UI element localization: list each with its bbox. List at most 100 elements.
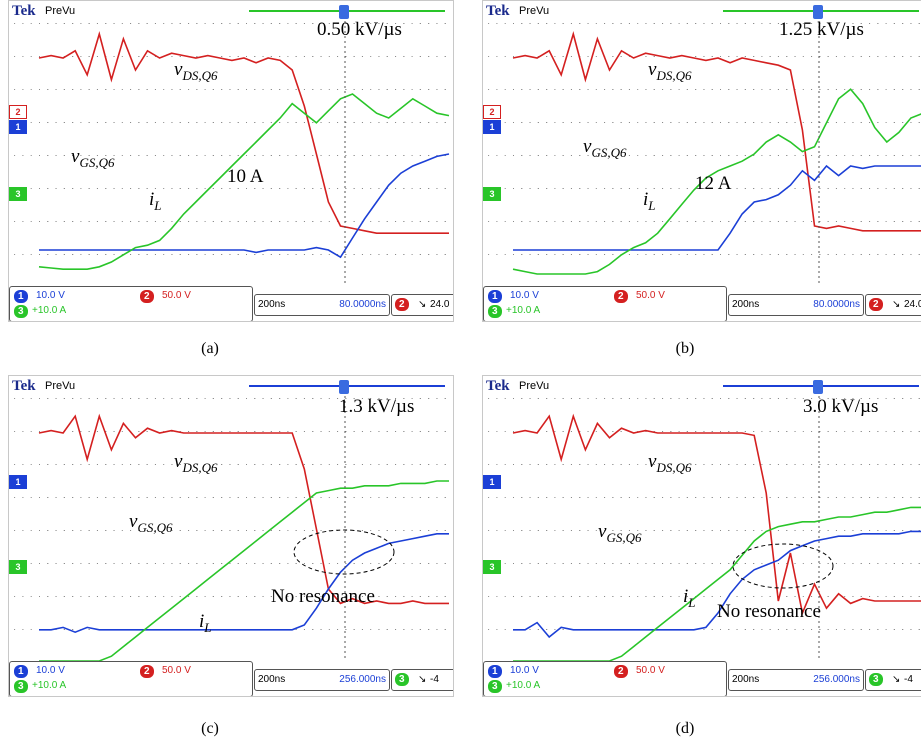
channel-settings-box[interactable]: 1 10.0 V 2 50.0 V 3 +10.0 A (9, 286, 253, 321)
grid-dot (587, 56, 589, 57)
trigger-slope-icon: ↘ (892, 674, 901, 685)
grid-dot (753, 89, 755, 90)
timebase-box[interactable]: 200ns 80.0000ns (728, 294, 864, 316)
channel-2-level-marker[interactable]: 2 (483, 105, 501, 119)
grid-dot (39, 464, 40, 465)
grid-dot (835, 563, 837, 564)
timebase-box[interactable]: 200ns 80.0000ns (254, 294, 390, 316)
grid-dot (246, 155, 247, 156)
grid-dot (221, 23, 223, 24)
channel-3-level-marker[interactable]: 3 (483, 187, 501, 201)
grid-dot (72, 629, 74, 630)
grid-dot (105, 89, 107, 90)
grid-dot (819, 464, 821, 465)
time-per-div: 200ns (732, 299, 760, 310)
grid-dot (80, 23, 82, 24)
timebase-box[interactable]: 200ns 256.000ns (728, 669, 864, 691)
grid-dot (877, 56, 879, 57)
grid-dot (794, 188, 796, 189)
channel-1-level-marker[interactable]: 1 (483, 120, 501, 134)
grid-dot (395, 431, 396, 432)
grid-dot (262, 23, 264, 24)
grid-dot (819, 629, 821, 630)
grid-dot (47, 122, 49, 123)
grid-dot (270, 464, 272, 465)
grid-dot (703, 188, 705, 189)
grid-dot (403, 254, 405, 255)
grid-dot (96, 497, 98, 498)
grid-dot (769, 254, 771, 255)
grid-dot (287, 155, 289, 156)
grid-dot (736, 497, 738, 498)
grid-dot (761, 155, 763, 156)
grid-dot (237, 56, 239, 57)
grid-dot (328, 188, 330, 189)
grid-dot (902, 431, 904, 432)
grid-dot (295, 254, 297, 255)
channel-settings-box[interactable]: 1 10.0 V 2 50.0 V 3 +10.0 A (483, 661, 727, 696)
grid-dot (554, 23, 556, 24)
grid-dot (138, 155, 140, 156)
trigger-box[interactable]: 3 ↘ -4 (391, 669, 453, 691)
grid-dot (279, 23, 281, 24)
grid-dot (860, 56, 862, 57)
grid-dot (546, 155, 548, 156)
grid-dot (436, 155, 438, 156)
grid-dot (852, 530, 854, 531)
grid-dot (47, 497, 49, 498)
grid-dot (918, 155, 920, 156)
grid-dot (370, 530, 372, 531)
trace-ch2 (512, 31, 921, 232)
grid-dot (353, 563, 355, 564)
channel-2-level-marker[interactable]: 2 (9, 105, 27, 119)
grid-dot (237, 155, 239, 156)
grid-dot (893, 563, 895, 564)
grid-dot (819, 254, 821, 255)
no-resonance-ellipse (732, 543, 834, 589)
grid-dot (504, 398, 506, 399)
grid-dot (30, 188, 32, 189)
grid-dot (395, 629, 396, 630)
grid-dot (204, 89, 206, 90)
grid-dot (910, 89, 912, 90)
trigger-box[interactable]: 2↘24.0 (391, 294, 453, 316)
grid-dot (444, 497, 446, 498)
no-resonance-ellipse (293, 529, 395, 575)
grid-dot (146, 155, 148, 156)
grid-dot (279, 221, 281, 222)
grid-dot (72, 464, 74, 465)
grid-dot (711, 530, 713, 531)
grid-dot (295, 530, 297, 531)
trigger-box[interactable]: 3 ↘ -4 (865, 669, 921, 691)
channel-1-level-marker[interactable]: 1 (9, 475, 27, 489)
grid-dot (794, 596, 796, 597)
grid-dot (678, 530, 680, 531)
grid-dot (88, 221, 90, 222)
timebase-box[interactable]: 200ns 256.000ns (254, 669, 390, 691)
ch1-scale: 10.0 V (36, 290, 65, 301)
grid-dot (835, 23, 837, 24)
grid-dot (370, 398, 372, 399)
grid-dot (521, 563, 523, 564)
grid-dot (777, 398, 779, 399)
grid-dot (835, 122, 837, 123)
channel-settings-box[interactable]: 1 10.0 V 2 50.0 V 3 +10.0 A (483, 286, 727, 321)
grid-dot (554, 563, 556, 564)
channel-1-level-marker[interactable]: 1 (9, 120, 27, 134)
channel-3-level-marker[interactable]: 3 (9, 187, 27, 201)
grid-dot (753, 398, 755, 399)
grid-dot (612, 398, 614, 399)
channel-settings-box[interactable]: 1 10.0 V 2 50.0 V 3 +10.0 A (9, 661, 253, 696)
grid-dot (562, 89, 564, 90)
trigger-box[interactable]: 2↘24.0 (865, 294, 921, 316)
channel-3-level-marker[interactable]: 3 (483, 560, 501, 574)
channel-1-level-marker[interactable]: 1 (483, 475, 501, 489)
grid-dot (720, 596, 721, 597)
grid-dot (320, 221, 322, 222)
grid-dot (794, 497, 796, 498)
channel-3-level-marker[interactable]: 3 (9, 560, 27, 574)
grid-dot (312, 431, 314, 432)
grid-dot (386, 629, 388, 630)
grid-dot (72, 530, 74, 531)
grid-dot (562, 596, 564, 597)
